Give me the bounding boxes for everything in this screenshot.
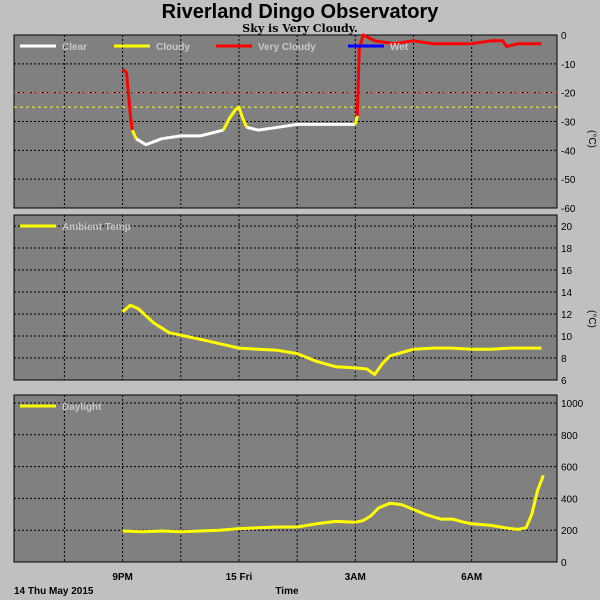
sky-ytick-label: 0 <box>561 31 567 42</box>
sky-panel: 0 -10 -20 -30 -40 -50 -60 (°C) Clear Cloudy Very C… <box>13 31 597 215</box>
sky-series-cloudy-line <box>222 105 249 131</box>
ambient-ytick-label: 20 <box>561 222 573 233</box>
sky-ylabel: (°C) <box>586 130 597 148</box>
sky-ytick-label: -20 <box>561 89 576 100</box>
sky-ytick-label: -30 <box>561 118 576 129</box>
sky-series-cloudy-line <box>353 115 359 125</box>
legend-label-cloudy: Cloudy <box>156 42 190 53</box>
sky-ytick-label: -40 <box>561 146 576 157</box>
sky-ytick-label: -10 <box>561 60 576 71</box>
daylight-ytick-label: 1000 <box>561 399 584 410</box>
x-tick-label: 9PM <box>112 572 133 583</box>
ambient-ytick-label: 10 <box>561 332 573 343</box>
ambient-ytick-label: 12 <box>561 310 573 321</box>
daylight-series-daylight-line <box>122 474 545 534</box>
x-tick-label: 15 Fri <box>226 572 253 583</box>
x-tick-label: 3AM <box>345 572 366 583</box>
ambient-ytick-label: 18 <box>561 244 573 255</box>
sky-status-subtitle: Sky is Very Cloudy. <box>242 22 358 35</box>
ambient-ytick-label: 6 <box>561 376 567 387</box>
legend-label-wet: Wet <box>390 42 409 53</box>
chart-title: Riverland Dingo Observatory <box>161 1 439 23</box>
sky-series-very-cloudy-line <box>121 68 134 131</box>
legend-label-ambient-temp: Ambient Temp <box>62 222 131 233</box>
x-tick-label: 6AM <box>461 572 482 583</box>
ambient-ylabel: (°C) <box>586 310 597 328</box>
daylight-ytick-label: 0 <box>561 558 567 569</box>
x-axis-label: Time <box>275 586 299 597</box>
daylight-ytick-label: 800 <box>561 431 578 442</box>
sky-series-cloudy-line <box>130 129 138 140</box>
daylight-ytick-label: 400 <box>561 494 578 505</box>
ambient-series-ambient-temp-line <box>121 303 542 376</box>
legend-label-daylight: Daylight <box>62 402 102 413</box>
daylight-plot-area <box>13 394 558 563</box>
sky-series-clear-line <box>246 122 356 132</box>
sky-series-clear-line <box>135 128 224 147</box>
sky-ytick-label: -50 <box>561 175 576 186</box>
ambient-plot-area <box>13 214 558 381</box>
daylight-ytick-label: 600 <box>561 463 578 474</box>
ambient-ytick-label: 8 <box>561 354 567 365</box>
footer-date: 14 Thu May 2015 <box>14 586 94 597</box>
ambient-panel: 6 8 10 12 14 16 18 20 (°C) Ambient Temp <box>13 214 597 387</box>
legend-label-clear: Clear <box>62 42 87 53</box>
daylight-panel: 0 200 400 600 800 1000 Daylight <box>13 394 584 569</box>
sky-ytick-label: -60 <box>561 204 576 215</box>
legend-label-very-cloudy: Very Cloudy <box>258 42 316 53</box>
ambient-ytick-label: 16 <box>561 266 573 277</box>
ambient-ytick-label: 14 <box>561 288 573 299</box>
daylight-ytick-label: 200 <box>561 526 578 537</box>
sky-series-very-cloudy-line <box>355 33 542 116</box>
